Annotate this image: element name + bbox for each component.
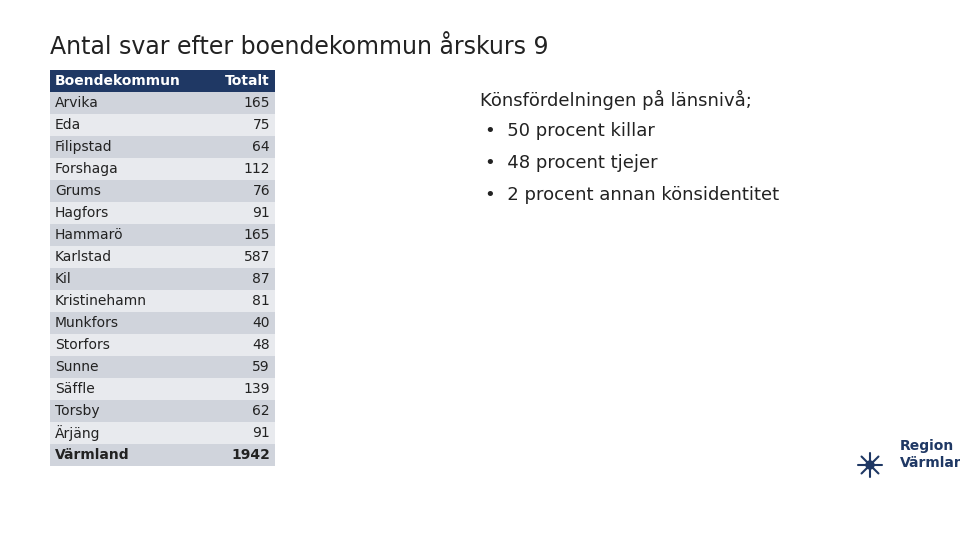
Text: 165: 165: [244, 228, 270, 242]
FancyBboxPatch shape: [50, 114, 205, 136]
Text: Arvika: Arvika: [55, 96, 99, 110]
Text: 76: 76: [252, 184, 270, 198]
FancyBboxPatch shape: [50, 356, 205, 378]
Text: Hammarö: Hammarö: [55, 228, 124, 242]
FancyBboxPatch shape: [50, 444, 205, 466]
Text: •  48 procent tjejer: • 48 procent tjejer: [485, 154, 658, 172]
Text: 165: 165: [244, 96, 270, 110]
FancyBboxPatch shape: [205, 202, 275, 224]
FancyBboxPatch shape: [205, 444, 275, 466]
FancyBboxPatch shape: [50, 378, 205, 400]
Text: Säffle: Säffle: [55, 382, 95, 396]
Text: 62: 62: [252, 404, 270, 418]
FancyBboxPatch shape: [205, 312, 275, 334]
Text: Grums: Grums: [55, 184, 101, 198]
Text: 75: 75: [252, 118, 270, 132]
FancyBboxPatch shape: [50, 400, 205, 422]
FancyBboxPatch shape: [205, 224, 275, 246]
FancyBboxPatch shape: [50, 202, 205, 224]
Text: Forshaga: Forshaga: [55, 162, 119, 176]
FancyBboxPatch shape: [50, 422, 205, 444]
Text: Torsby: Torsby: [55, 404, 100, 418]
FancyBboxPatch shape: [50, 312, 205, 334]
Text: Region
Värmland: Region Värmland: [900, 438, 960, 470]
Text: 40: 40: [252, 316, 270, 330]
Text: 81: 81: [252, 294, 270, 308]
Text: Värmland: Värmland: [55, 448, 130, 462]
FancyBboxPatch shape: [205, 268, 275, 290]
Text: 1942: 1942: [231, 448, 270, 462]
Text: 587: 587: [244, 250, 270, 264]
FancyBboxPatch shape: [50, 158, 205, 180]
FancyBboxPatch shape: [50, 246, 205, 268]
FancyBboxPatch shape: [50, 334, 205, 356]
FancyBboxPatch shape: [205, 378, 275, 400]
FancyBboxPatch shape: [205, 356, 275, 378]
FancyBboxPatch shape: [50, 180, 205, 202]
Text: Kristinehamn: Kristinehamn: [55, 294, 147, 308]
FancyBboxPatch shape: [205, 290, 275, 312]
Text: Storfors: Storfors: [55, 338, 109, 352]
FancyBboxPatch shape: [50, 268, 205, 290]
Text: 59: 59: [252, 360, 270, 374]
Text: •  50 procent killar: • 50 procent killar: [485, 122, 655, 140]
Text: 139: 139: [244, 382, 270, 396]
FancyBboxPatch shape: [205, 334, 275, 356]
FancyBboxPatch shape: [205, 246, 275, 268]
Text: Boendekommun: Boendekommun: [55, 74, 180, 88]
Text: Ärjäng: Ärjäng: [55, 425, 101, 441]
FancyBboxPatch shape: [50, 70, 205, 92]
Text: Totalt: Totalt: [226, 74, 270, 88]
FancyBboxPatch shape: [205, 136, 275, 158]
FancyBboxPatch shape: [205, 158, 275, 180]
FancyBboxPatch shape: [205, 180, 275, 202]
FancyBboxPatch shape: [205, 70, 275, 92]
Text: 87: 87: [252, 272, 270, 286]
Text: 48: 48: [252, 338, 270, 352]
Text: 91: 91: [252, 426, 270, 440]
Text: Filipstad: Filipstad: [55, 140, 112, 154]
Text: Hagfors: Hagfors: [55, 206, 109, 220]
Text: Antal svar efter boendekommun årskurs 9: Antal svar efter boendekommun årskurs 9: [50, 35, 548, 59]
FancyBboxPatch shape: [50, 224, 205, 246]
FancyBboxPatch shape: [205, 400, 275, 422]
Text: 112: 112: [244, 162, 270, 176]
Circle shape: [866, 461, 874, 469]
FancyBboxPatch shape: [50, 290, 205, 312]
Text: Eda: Eda: [55, 118, 82, 132]
Text: Karlstad: Karlstad: [55, 250, 112, 264]
FancyBboxPatch shape: [205, 422, 275, 444]
FancyBboxPatch shape: [50, 136, 205, 158]
Text: 64: 64: [252, 140, 270, 154]
FancyBboxPatch shape: [205, 92, 275, 114]
Text: Könsfördelningen på länsnivå;: Könsfördelningen på länsnivå;: [480, 90, 752, 110]
FancyBboxPatch shape: [50, 92, 205, 114]
Text: Kil: Kil: [55, 272, 72, 286]
Text: Munkfors: Munkfors: [55, 316, 119, 330]
FancyBboxPatch shape: [205, 114, 275, 136]
Text: Sunne: Sunne: [55, 360, 99, 374]
Text: 91: 91: [252, 206, 270, 220]
Text: •  2 procent annan könsidentitet: • 2 procent annan könsidentitet: [485, 186, 780, 204]
